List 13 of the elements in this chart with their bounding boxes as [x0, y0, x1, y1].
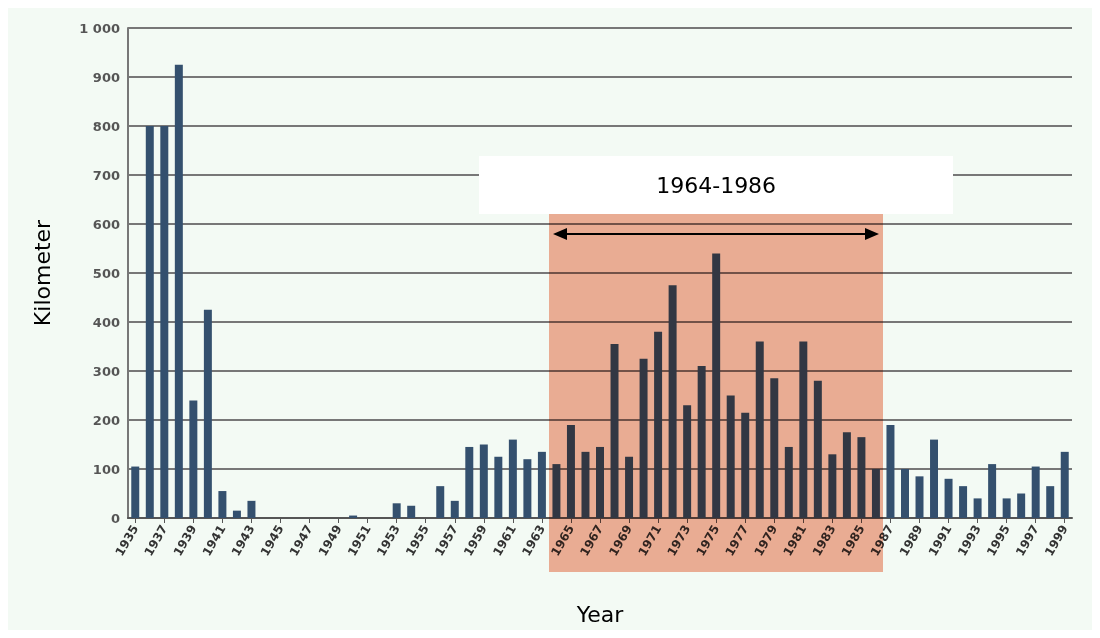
y-tick-label: 800: [92, 118, 120, 134]
y-tick-label: 200: [92, 412, 120, 428]
y-tick-label: 600: [92, 216, 120, 232]
y-tick-label: 0: [110, 510, 120, 526]
y-tick-label: 700: [92, 167, 120, 183]
y-tick-label: 1 000: [79, 20, 120, 36]
x-axis-title: Year: [575, 601, 625, 627]
y-tick-label: 400: [92, 314, 120, 330]
y-tick-label: 100: [92, 461, 120, 477]
y-tick-label: 500: [92, 265, 120, 281]
y-tick-label: 300: [92, 363, 120, 379]
y-tick-label: 900: [92, 69, 120, 85]
y-axis-title: Kilometer: [29, 218, 55, 327]
